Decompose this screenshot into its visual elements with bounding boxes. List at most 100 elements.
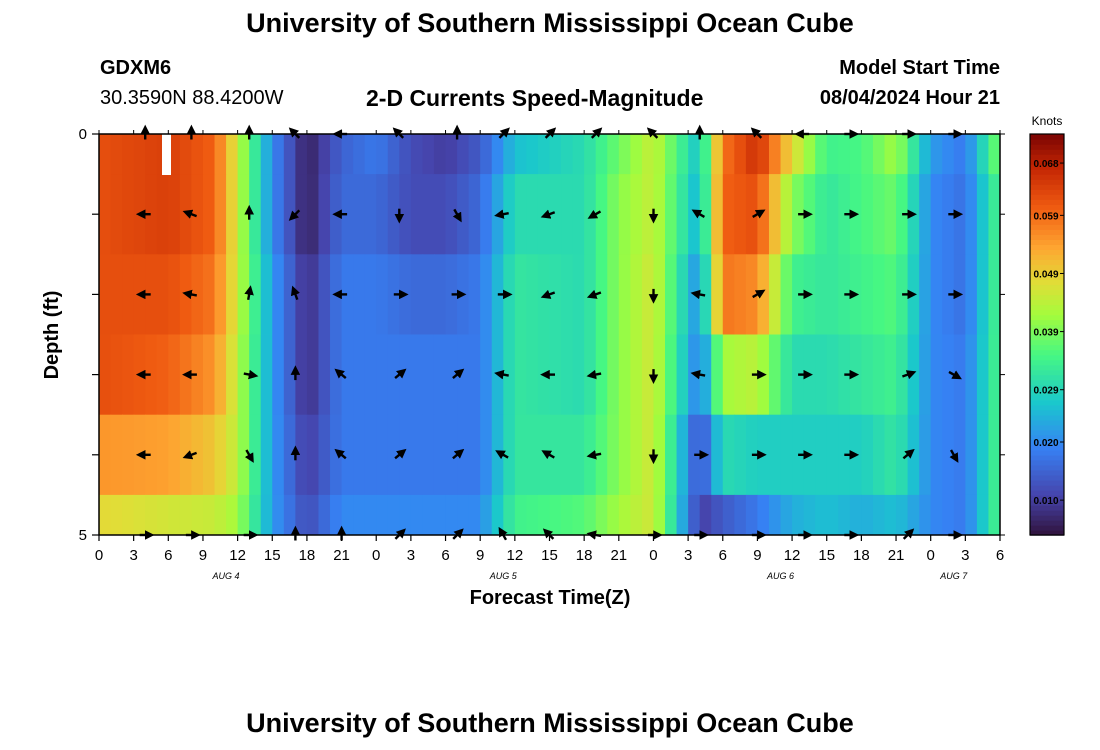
colorbar-segment (1030, 274, 1064, 281)
heatmap-cell (792, 134, 805, 175)
colorbar-segment (1030, 244, 1064, 250)
heatmap-cell (607, 134, 620, 175)
heatmap-cell (537, 134, 551, 175)
heatmap-cell (433, 494, 447, 535)
heatmap-cell (168, 334, 181, 416)
heatmap-cell (803, 494, 816, 535)
heatmap-cell (919, 334, 932, 416)
heatmap-cell (514, 494, 527, 535)
x-tick-label: 0 (372, 547, 380, 564)
heatmap-cell (237, 414, 250, 496)
y-axis-label: Depth (ft) (41, 291, 63, 380)
colorbar-segment (1030, 344, 1064, 351)
colorbar-segment (1030, 204, 1064, 210)
heatmap-cell (953, 414, 966, 496)
current-vector (452, 448, 465, 460)
heatmap-cell (399, 334, 412, 416)
x-axis-label: Forecast Time(Z) (470, 587, 631, 609)
colorbar-segment (1030, 364, 1064, 371)
x-tick-label: 0 (927, 547, 935, 564)
x-tick-label: 21 (333, 547, 350, 564)
heatmap-cell (965, 174, 978, 255)
heatmap-cell (526, 334, 539, 416)
heatmap-cell (376, 494, 389, 535)
heatmap-cell (653, 494, 666, 535)
heatmap-cell (572, 134, 585, 175)
current-vector (182, 289, 198, 300)
heatmap-cell (711, 134, 724, 175)
current-vector (334, 448, 347, 460)
x-tick-label: 21 (888, 547, 905, 564)
heatmap-cell (665, 414, 678, 496)
colorbar-segment (1030, 229, 1064, 235)
current-vector (901, 370, 917, 380)
heatmap-cell (295, 414, 308, 496)
heatmap-cell (202, 334, 216, 416)
heatmap-cell (214, 254, 227, 336)
x-tick-label: 6 (996, 547, 1004, 564)
heatmap-cell (826, 254, 839, 336)
colorbar-segment (1030, 154, 1064, 160)
colorbar-segment (1030, 174, 1064, 180)
y-axis: 05 (79, 126, 1005, 544)
heatmap-cell (930, 414, 943, 496)
heatmap-cell (410, 254, 424, 336)
heatmap-cell (226, 254, 239, 336)
heatmap-cell (676, 254, 689, 336)
heatmap-cell (549, 174, 562, 255)
heatmap-cell (930, 254, 943, 336)
heatmap-cell (630, 414, 643, 496)
heatmap-cell (122, 494, 135, 535)
heatmap-cell (306, 134, 320, 175)
colorbar-segment (1030, 264, 1064, 271)
heatmap-cell (641, 414, 655, 496)
colorbar-segment (1030, 334, 1064, 341)
heatmap-cell (202, 134, 216, 175)
colorbar-segment (1030, 474, 1064, 481)
colorbar-segment (1030, 404, 1064, 411)
heatmap-cell (480, 414, 493, 496)
heatmap-cell (988, 174, 1000, 255)
heatmap-cell (757, 134, 770, 175)
current-vector (586, 289, 602, 299)
heatmap-cell (191, 174, 204, 255)
heatmap-cell (896, 334, 909, 416)
x-tick-label: 21 (610, 547, 627, 564)
current-vector (334, 368, 347, 380)
heatmap-cell (757, 174, 770, 255)
colorbar-segment (1030, 439, 1064, 446)
heatmap-cell (249, 174, 262, 255)
x-axis: 0 3 6 9 12 15 18 21 0 3 6 9 12 15 18 21 0 3 6 9 12 15 18 21 0 3 6 (95, 130, 1004, 564)
current-vector (690, 289, 706, 300)
heatmap-cell (745, 254, 759, 336)
heatmap-cell (676, 414, 689, 496)
heatmap-cell (445, 414, 458, 496)
heatmap-cell (191, 494, 204, 535)
heatmap-cell (884, 334, 897, 416)
colorbar-segment (1030, 349, 1064, 356)
current-vector (452, 208, 462, 223)
heatmap-cell (145, 494, 158, 535)
heatmap-cell (353, 414, 366, 496)
heatmap-cell (156, 334, 169, 416)
heatmap-cell (884, 134, 897, 175)
heatmap-cell (341, 414, 354, 496)
heatmap-cell (988, 414, 1000, 496)
heatmap-cell (399, 414, 412, 496)
heatmap-cell (272, 494, 285, 535)
heatmap-cell (272, 174, 285, 255)
heatmap-cell (168, 414, 181, 496)
heatmap-cell (722, 174, 735, 255)
colorbar-tick-label: 0.039 (1033, 328, 1058, 339)
heatmap-cell (145, 174, 158, 255)
heatmap-cell (168, 254, 181, 336)
heatmap-cell (699, 134, 712, 175)
x-tick-label: 18 (853, 547, 870, 564)
x-tick-label: 6 (164, 547, 172, 564)
current-vector (182, 450, 198, 460)
heatmap-cell (272, 334, 285, 416)
x-tick-label: 6 (719, 547, 727, 564)
heatmap-cell (249, 254, 262, 336)
heatmap-cell (699, 494, 712, 535)
heatmap-cell (676, 494, 689, 535)
